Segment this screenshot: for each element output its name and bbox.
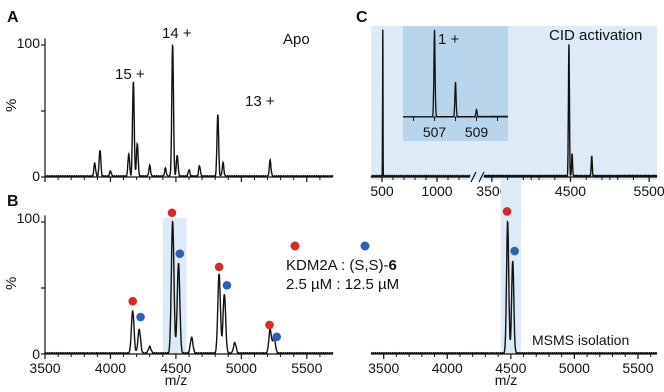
panel-b-ytick-100: 100 <box>17 210 41 226</box>
msms-spectrum-trace <box>370 219 658 355</box>
panel-c-low-xtick-label-500: 500 <box>370 183 394 199</box>
legend-line-1: KDM2A : (S,S)-6 <box>286 257 397 274</box>
inset-xtick-label-509: 509 <box>465 124 489 140</box>
panel-msms-chart: MSMS isolation 3500 4000 4500 5000 5500 m/z <box>368 180 658 388</box>
panel-c-low-mz-trace <box>370 29 471 178</box>
panel-b-blue-marker-5 <box>222 281 232 290</box>
panel-b-chart: % 100 0 3500 4000 4500 5000 5500 m/z <box>3 208 334 388</box>
legend-red-dot <box>290 241 300 251</box>
panel-b-red-marker-4 <box>214 262 224 272</box>
legend: KDM2A : (S,S)-6 2.5 µM : 12.5 µM <box>286 241 399 293</box>
panel-b-red-marker-6 <box>265 320 274 330</box>
panel-d-xtick-label-5000: 5000 <box>559 360 590 376</box>
panel-a-ytick-0: 0 <box>32 168 40 184</box>
panel-b-spectrum-trace <box>44 220 334 355</box>
panel-b-xtick-label-3500: 3500 <box>29 360 60 376</box>
panel-c-low-xtick-label-1000: 1000 <box>421 183 452 199</box>
panel-b-blue-marker-7 <box>272 332 282 342</box>
panel-c-high-xtick-label-4500: 4500 <box>555 183 586 199</box>
legend-line-2: 2.5 µM : 12.5 µM <box>286 276 399 293</box>
inset-xtick-label-507: 507 <box>423 124 447 140</box>
panel-a-ytick-100: 100 <box>17 35 41 51</box>
panel-b-xlabel: m/z <box>165 372 188 388</box>
panel-d-xlabel: m/z <box>495 372 518 388</box>
panel-c-high-xtick-label-3500: 3500 <box>476 183 507 199</box>
legend-blue-dot <box>360 241 370 251</box>
panel-d-red-marker-0 <box>502 207 512 216</box>
panel-b-xtick-label-5500: 5500 <box>291 360 322 376</box>
panel-b-ylabel: % <box>3 277 20 290</box>
axis-break-mark-left <box>470 171 477 183</box>
panel-b-blue-marker-3 <box>175 249 185 258</box>
panel-b-red-marker-0 <box>128 296 138 306</box>
panel-a-spectrum-trace <box>44 43 334 178</box>
apo-label: Apo <box>283 31 310 48</box>
panel-c-high-mz-trace <box>483 44 658 178</box>
panel-c-chart: CID activation 1 + 507 509 500 1000 3500 450… <box>370 27 664 199</box>
panel-a-ylabel: % <box>3 99 20 112</box>
cid-activation-label: CID activation <box>549 27 642 44</box>
axis-break-mark-right <box>478 171 485 183</box>
panel-d-blue-marker-1 <box>510 246 519 256</box>
msms-isolation-label: MSMS isolation <box>532 332 629 348</box>
panel-b-xtick-label-4000: 4000 <box>95 360 126 376</box>
panel-b-xtick-label-5000: 5000 <box>226 360 257 376</box>
inset-1plus-label: 1 + <box>438 31 460 48</box>
panel-b-blue-marker-1 <box>136 312 145 322</box>
panel-d-xtick-label-4500: 4500 <box>495 360 526 376</box>
panel-a-chart: Apo % 100 0 15 + 14 + 13 + <box>3 25 334 184</box>
panel-d-xtick-label-5500: 5500 <box>622 360 653 376</box>
panel-label-b: B <box>7 193 19 210</box>
panel-label-a: A <box>7 9 19 26</box>
panel-d-xtick-label-3500: 3500 <box>368 360 399 376</box>
panel-b-red-marker-2 <box>167 208 177 218</box>
annotation-15plus: 15 + <box>115 66 145 83</box>
panel-d-xtick-label-4000: 4000 <box>432 360 463 376</box>
annotation-14plus: 14 + <box>162 25 192 42</box>
annotation-13plus: 13 + <box>245 93 275 110</box>
panel-b-ytick-0: 0 <box>32 346 40 362</box>
panel-label-c: C <box>356 9 368 26</box>
panel-b-xtick-label-4500: 4500 <box>160 360 191 376</box>
panel-c-high-xtick-label-5500: 5500 <box>634 183 664 199</box>
